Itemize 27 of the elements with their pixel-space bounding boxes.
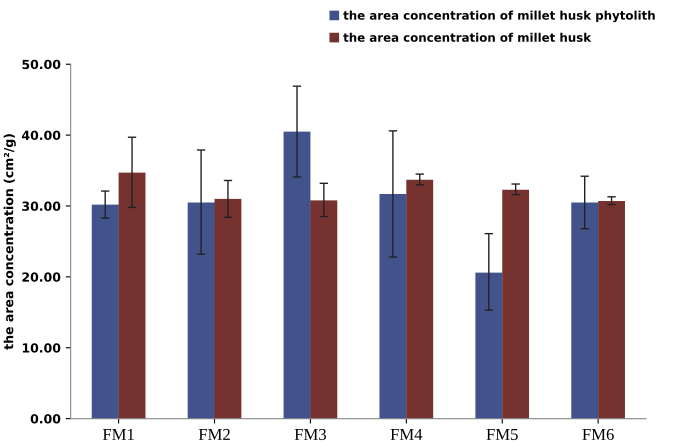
y-axis-title: the area concentration (cm²/g) [4,134,16,350]
bar [284,132,310,419]
x-tick-label: FM2 [198,428,230,440]
x-tick-label: FM1 [102,428,134,440]
bar [598,201,625,419]
bar [379,194,406,419]
bar [502,190,530,419]
bar [406,180,434,419]
legend-label: the area concentration of millet husk phytolith [343,10,655,22]
x-tick-label: FM5 [486,429,518,440]
bar [118,172,146,419]
y-tick-label: 50.00 [22,60,60,70]
x-tick-label: FM6 [582,428,614,440]
y-tick-label: 0.00 [30,414,60,424]
bar [188,202,215,419]
y-tick-label: 40.00 [22,130,60,140]
bar [571,202,598,419]
y-tick-label: 20.00 [22,272,60,282]
legend-label: the area concentration of millet husk [343,32,592,42]
bar [310,200,338,419]
x-tick-label: FM3 [294,428,326,440]
bar [475,272,502,419]
y-tick-label: 30.00 [22,201,60,211]
bar [92,204,119,419]
bar [214,198,242,419]
y-tick-label: 10.00 [22,343,60,353]
x-tick-label: FM4 [390,428,422,440]
